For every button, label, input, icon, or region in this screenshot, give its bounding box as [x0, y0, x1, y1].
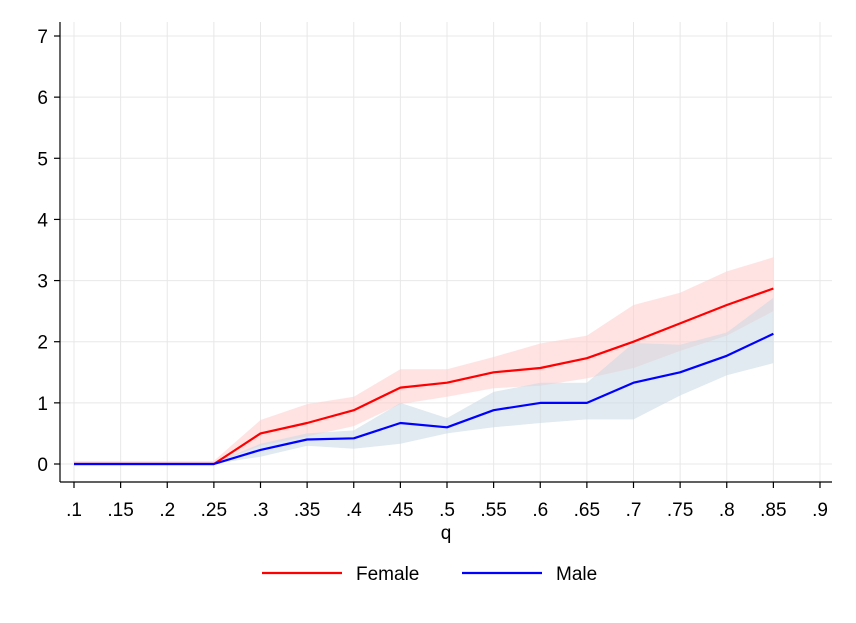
x-tick-label: .65 — [574, 500, 600, 521]
legend-label-female: Female — [356, 564, 419, 585]
y-tick-label: 1 — [37, 394, 48, 415]
x-tick-label: .55 — [480, 500, 506, 521]
x-tick-label: .6 — [532, 500, 548, 521]
x-tick-label: .2 — [159, 500, 175, 521]
legend-label-male: Male — [556, 564, 597, 585]
series-line-male — [74, 332, 774, 466]
y-tick-label: 7 — [37, 27, 48, 48]
x-axis-title: q — [441, 523, 452, 544]
y-tick-label: 0 — [37, 455, 48, 476]
y-tick-label: 4 — [37, 210, 48, 231]
x-tick-label: .7 — [626, 500, 642, 521]
y-tick-label: 2 — [37, 333, 48, 354]
x-tick-label: .35 — [294, 500, 320, 521]
x-tick-label: .15 — [107, 500, 133, 521]
x-tick-label: .8 — [719, 500, 735, 521]
x-tick-label: .9 — [812, 500, 828, 521]
y-tick-label: 3 — [37, 272, 48, 293]
x-tick-label: .1 — [66, 500, 82, 521]
x-tick-label: .45 — [387, 500, 413, 521]
x-tick-label: .5 — [439, 500, 455, 521]
x-tick-label: .4 — [346, 500, 362, 521]
confidence-bands — [74, 257, 774, 464]
series-lines — [74, 287, 774, 466]
legend: Female Male — [262, 564, 597, 585]
axes: 0 1 2 3 4 5 6 7 .1 .15 .2 .25 .3 .35 .4 .45 .5 .55 .6 .65 .7… — [37, 22, 832, 521]
x-tick-label: .25 — [201, 500, 227, 521]
grid — [60, 22, 832, 482]
x-tick-label: .75 — [667, 500, 693, 521]
x-tick-label: .3 — [253, 500, 269, 521]
x-tick-label: .85 — [760, 500, 786, 521]
y-tick-label: 5 — [37, 149, 48, 170]
y-tick-label: 6 — [37, 88, 48, 109]
band-male — [74, 297, 774, 464]
